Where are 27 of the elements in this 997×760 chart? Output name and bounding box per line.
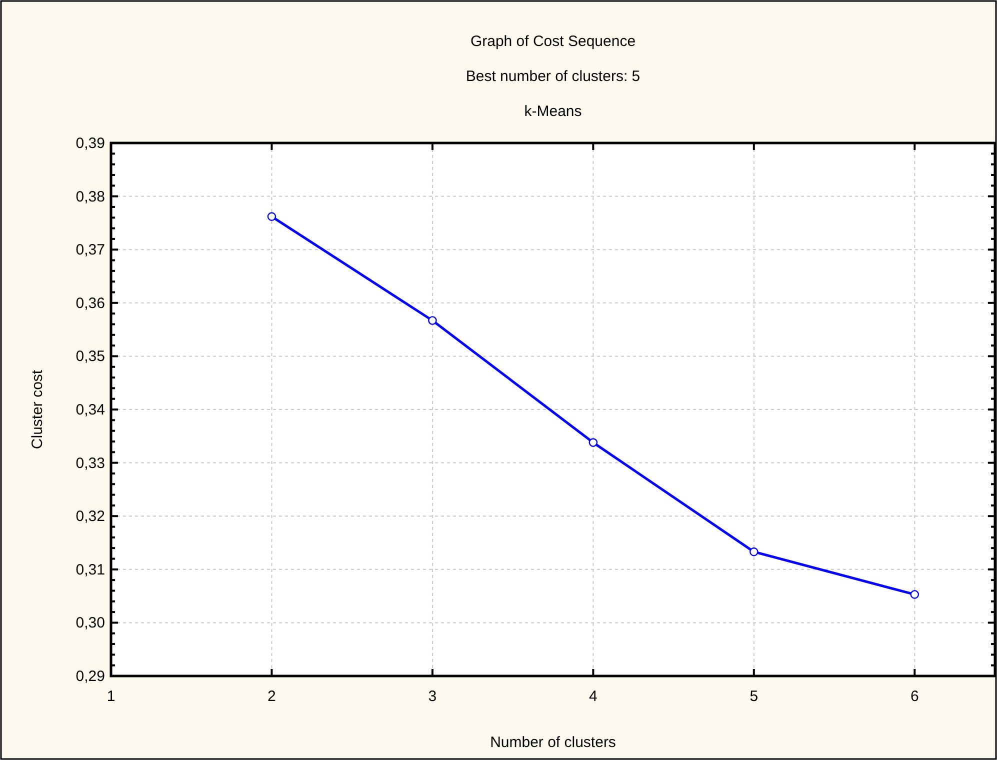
- x-axis-title: Number of clusters: [490, 734, 616, 751]
- point: [910, 590, 920, 599]
- y-tick-label: 0,29: [76, 668, 105, 685]
- y-tick-label: 0,32: [76, 508, 105, 526]
- x-tick-label: 6: [910, 688, 919, 705]
- y-tick-label: 0,36: [76, 294, 105, 312]
- y-tick-label: 0,37: [76, 242, 105, 259]
- x-tick-label: 5: [750, 688, 758, 705]
- y-tick-label: 0,31: [76, 561, 105, 578]
- y-tick-label: 0,39: [76, 135, 105, 152]
- x-tick-label: 3: [428, 688, 437, 705]
- chart-title: Graph of Cost Sequence: [470, 33, 636, 50]
- text: k-Means: [524, 103, 582, 120]
- y-tick-label: 0,33: [76, 454, 105, 472]
- x-tick-label: 2: [268, 688, 276, 705]
- x-tick-label: 4: [589, 688, 598, 705]
- chart-subtitle: Best number of clusters: 5: [466, 68, 640, 85]
- point: [750, 547, 758, 556]
- y-tick-label: 0,34: [76, 402, 105, 418]
- y-axis-title: Cluster cost: [29, 369, 46, 450]
- y-tick-label: 0,30: [76, 614, 105, 632]
- point: [267, 212, 276, 221]
- y-tick-label: 0,35: [76, 348, 105, 366]
- point: [428, 316, 437, 325]
- y-tick-label: 0,38: [76, 188, 105, 206]
- x-tick-label: 1: [106, 688, 116, 705]
- point: [588, 438, 598, 447]
